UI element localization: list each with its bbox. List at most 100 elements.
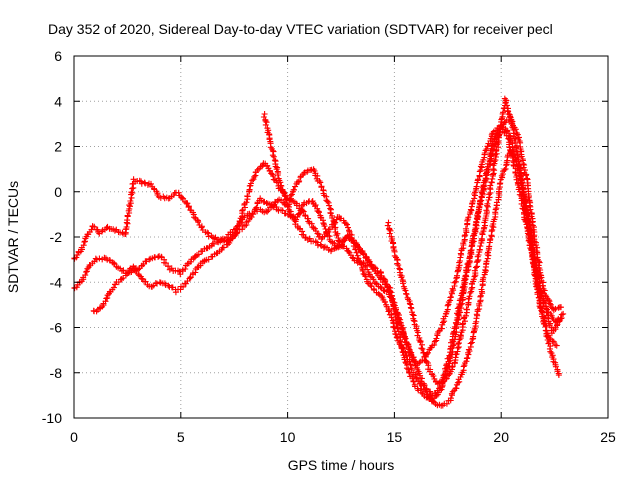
data-point-marker	[498, 116, 505, 123]
data-point-marker	[312, 238, 319, 245]
data-point-marker	[354, 255, 361, 261]
data-point-marker	[460, 283, 467, 290]
data-point-marker	[384, 222, 391, 229]
data-point-marker	[292, 183, 299, 190]
data-point-marker	[103, 224, 110, 231]
data-point-marker	[96, 255, 103, 262]
data-point-marker	[410, 317, 417, 324]
data-point-marker	[447, 395, 454, 402]
data-point-marker	[481, 183, 488, 189]
data-point-marker	[378, 269, 384, 276]
data-point-marker	[550, 338, 557, 345]
data-point-marker	[98, 228, 105, 235]
data-series	[71, 95, 567, 409]
data-point-marker	[162, 281, 169, 288]
data-point-marker	[398, 322, 405, 329]
data-point-marker	[180, 283, 187, 290]
data-point-marker	[316, 209, 322, 216]
data-point-marker	[527, 206, 534, 213]
data-point-marker	[442, 313, 449, 320]
data-point-marker	[473, 264, 479, 271]
data-point-marker	[316, 178, 323, 184]
data-point-marker	[461, 233, 468, 240]
data-point-marker	[477, 198, 484, 205]
data-point-marker	[204, 229, 211, 236]
data-point-marker	[397, 338, 404, 345]
data-point-marker	[510, 162, 517, 168]
data-point-marker	[418, 345, 425, 352]
data-point-marker	[443, 362, 450, 369]
data-point-marker	[483, 258, 490, 265]
data-point-marker	[522, 207, 529, 214]
data-point-marker	[205, 233, 212, 240]
data-point-marker	[383, 281, 390, 288]
data-point-marker	[464, 354, 471, 361]
data-point-marker	[211, 240, 217, 247]
data-point-marker	[473, 218, 480, 225]
data-point-marker	[452, 319, 459, 326]
data-point-marker	[239, 207, 246, 214]
data-point-marker	[82, 272, 89, 279]
data-point-marker	[402, 287, 409, 294]
y-tick-label: 2	[54, 139, 62, 155]
data-point-marker	[457, 332, 464, 339]
data-point-marker	[482, 222, 488, 229]
data-point-marker	[482, 266, 489, 273]
data-point-marker	[433, 335, 440, 342]
data-point-marker	[394, 311, 401, 318]
data-point-marker	[492, 206, 499, 213]
data-point-marker	[420, 349, 427, 356]
data-point-marker	[165, 263, 172, 270]
data-point-marker	[179, 194, 186, 201]
data-point-marker	[469, 336, 476, 343]
data-point-marker	[382, 299, 388, 306]
data-point-marker	[505, 108, 512, 115]
data-point-marker	[443, 400, 450, 407]
data-point-marker	[246, 210, 253, 217]
data-point-marker	[399, 344, 406, 351]
data-point-marker	[406, 300, 413, 307]
data-point-marker	[484, 143, 491, 150]
data-point-marker	[235, 222, 242, 229]
data-point-marker	[127, 203, 133, 210]
data-point-marker	[449, 363, 456, 370]
data-point-marker	[454, 379, 461, 386]
data-point-marker	[375, 290, 382, 297]
data-point-marker	[387, 294, 394, 301]
data-point-marker	[321, 223, 328, 230]
data-point-marker	[262, 121, 269, 128]
data-point-marker	[522, 167, 528, 174]
data-point-marker	[519, 179, 525, 186]
data-point-marker	[560, 310, 567, 317]
data-point-marker	[522, 172, 529, 179]
data-point-marker	[467, 206, 474, 213]
data-point-marker	[324, 198, 331, 205]
data-point-marker	[407, 362, 414, 369]
data-point-marker	[324, 230, 331, 237]
data-point-marker	[408, 305, 415, 312]
data-point-marker	[195, 251, 202, 258]
data-point-marker	[128, 189, 135, 196]
data-point-marker	[477, 243, 484, 250]
data-point-marker	[533, 283, 540, 290]
data-point-marker	[111, 227, 118, 234]
data-point-marker	[443, 375, 450, 382]
data-point-marker	[523, 215, 530, 222]
data-point-marker	[464, 261, 471, 268]
data-point-marker	[390, 323, 397, 330]
data-point-marker	[462, 318, 468, 325]
data-point-marker	[367, 282, 374, 288]
data-point-marker	[118, 276, 125, 282]
data-point-marker	[187, 274, 194, 281]
data-point-marker	[405, 343, 412, 350]
data-point-marker	[452, 278, 459, 285]
data-point-marker	[395, 318, 402, 325]
x-tick-label: 5	[177, 429, 185, 445]
data-point-marker	[146, 256, 153, 263]
data-point-marker	[471, 328, 477, 335]
data-point-marker	[509, 124, 516, 131]
data-point-marker	[299, 207, 306, 214]
data-point-marker	[350, 237, 357, 244]
data-point-marker	[446, 352, 453, 359]
data-point-marker	[80, 242, 87, 249]
